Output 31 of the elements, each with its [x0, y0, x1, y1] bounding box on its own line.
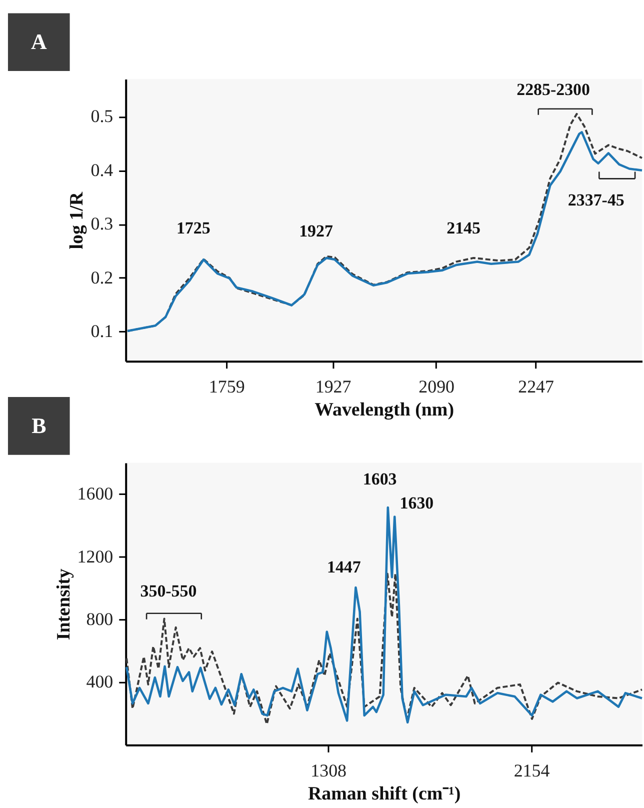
x-tick-label: 1308 [310, 760, 347, 780]
y-axis-title: log 1/R [66, 192, 88, 250]
x-axis-title: Raman shift (cm⁻¹) [308, 783, 461, 804]
x-tick-label: 2154 [514, 760, 550, 780]
y-tick-label: 1600 [77, 484, 114, 504]
y-axis-title: Intensity [53, 568, 74, 640]
y-tick-label: 0.3 [90, 214, 114, 234]
annotation: 1927 [299, 222, 334, 241]
y-tick-label: 1200 [77, 546, 114, 566]
x-tick-label: 1759 [208, 376, 245, 397]
annotation: 1447 [326, 557, 362, 576]
annotation: 2337-45 [568, 190, 624, 210]
y-tick-label: 0.2 [90, 267, 114, 288]
x-tick-label: 2090 [418, 376, 455, 397]
y-tick-label: 800 [86, 609, 114, 630]
annotation: 1603 [362, 470, 397, 489]
x-tick-label: 1927 [315, 376, 352, 397]
y-tick-label: 0.4 [90, 160, 114, 180]
annotation: 350-550 [140, 581, 197, 600]
annotation: 2285-2300 [516, 80, 590, 99]
annotation: 2145 [446, 218, 480, 238]
y-tick-label: 0.5 [90, 106, 114, 126]
annotation: 1725 [176, 218, 210, 238]
x-axis-title: Wavelength (nm) [314, 399, 454, 420]
text: A [30, 29, 47, 54]
y-tick-label: 0.1 [90, 321, 114, 342]
line-series [126, 572, 644, 726]
annotation: 1630 [400, 494, 434, 513]
y-tick-label: 400 [86, 672, 114, 692]
text: B [32, 412, 47, 438]
x-tick-label: 2247 [518, 376, 554, 397]
